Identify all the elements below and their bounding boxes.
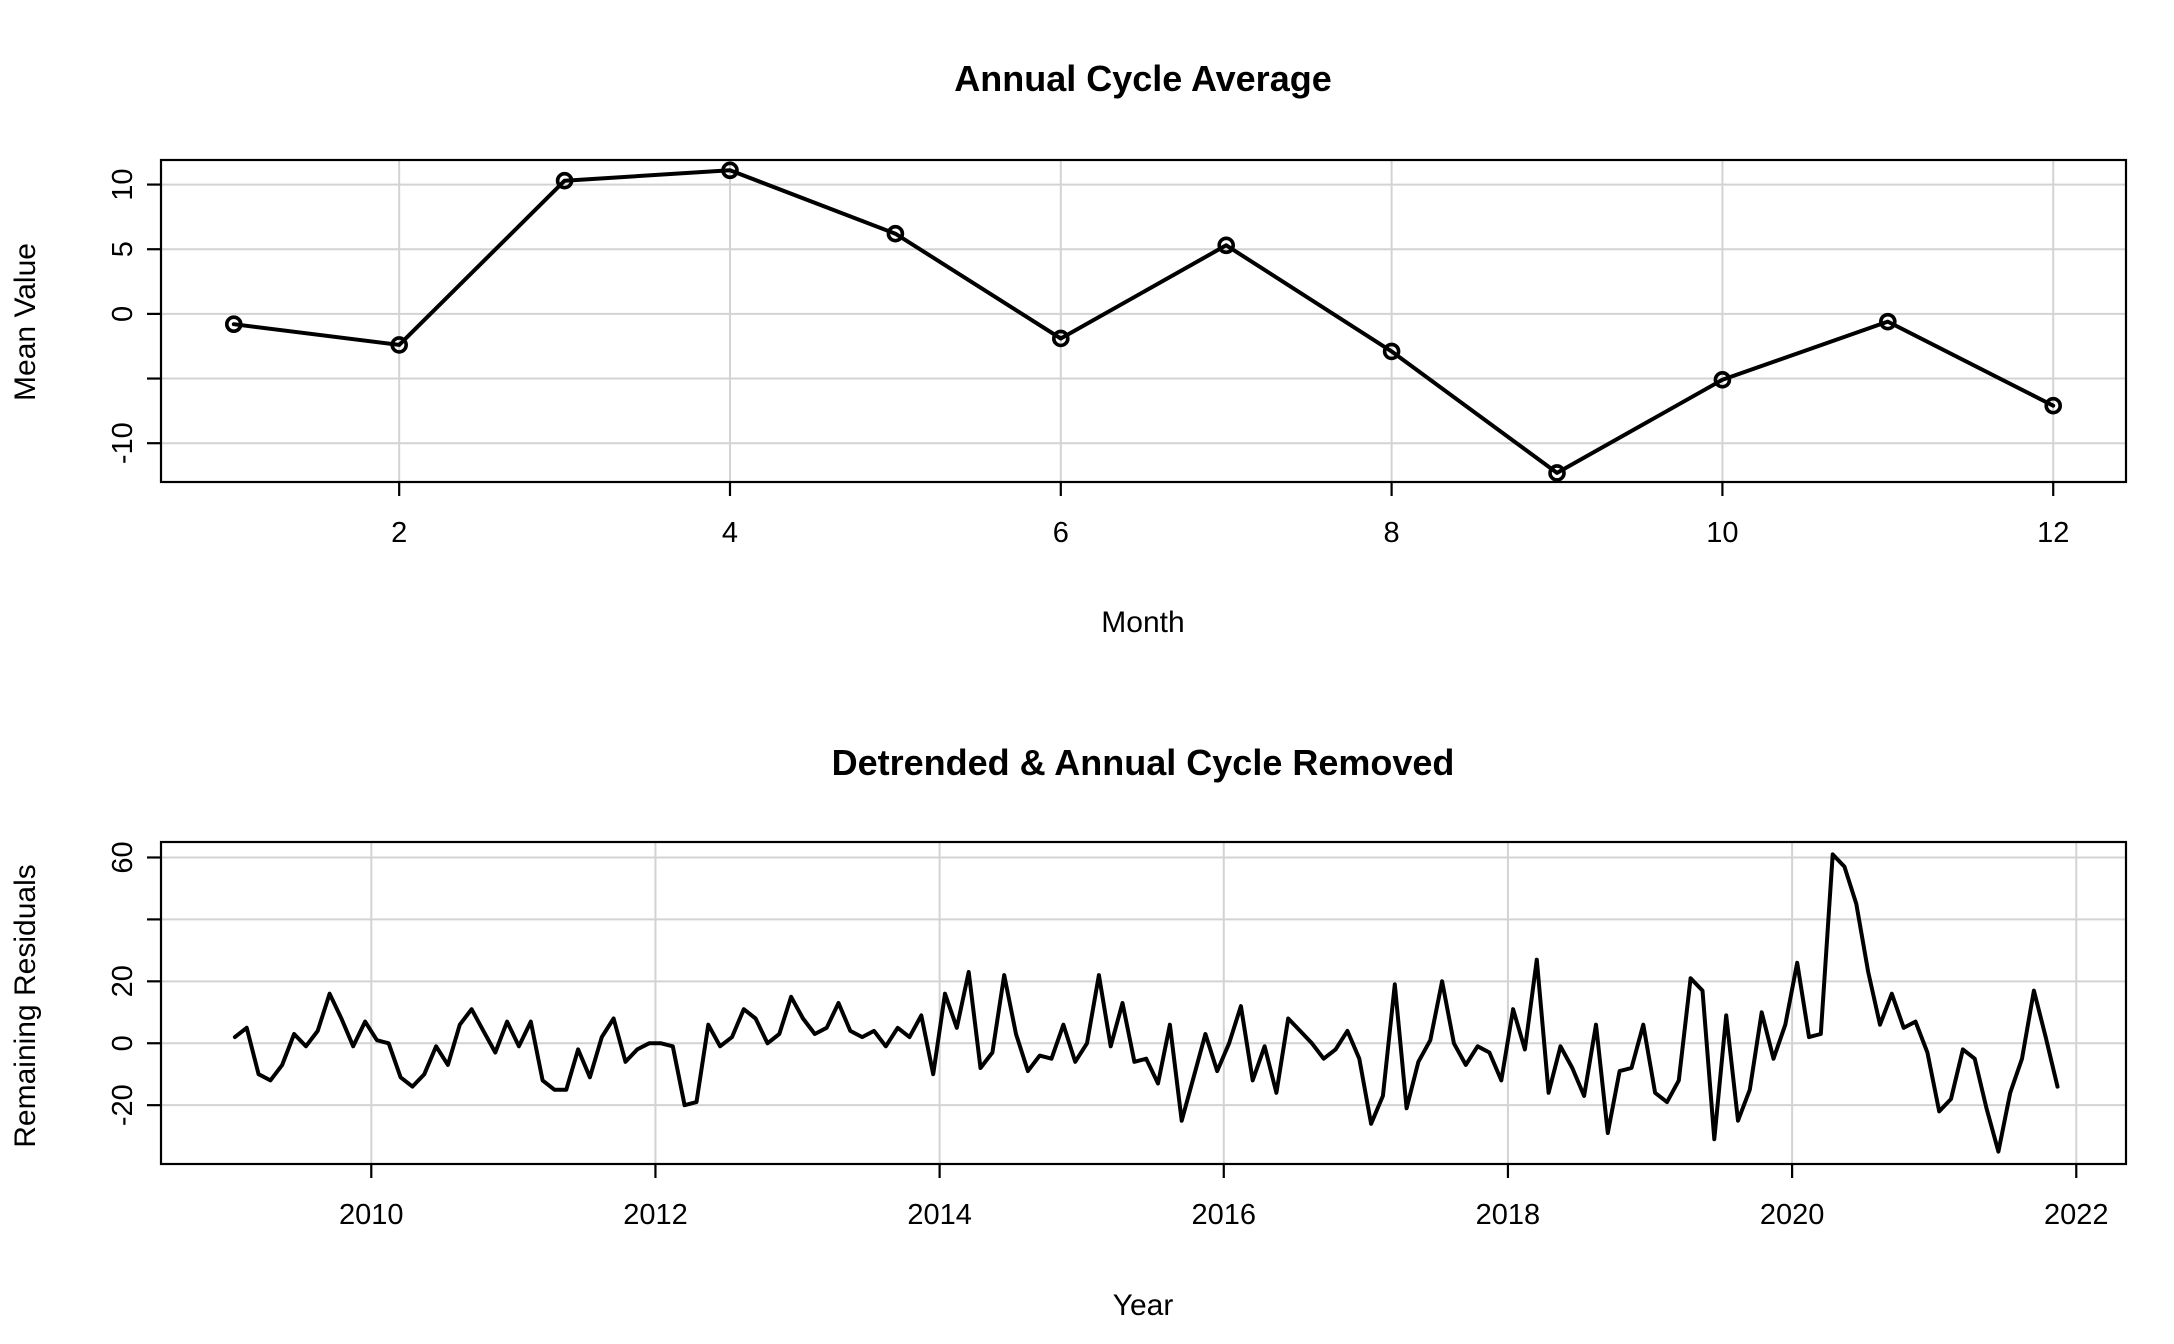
data-point: [390, 336, 408, 354]
x-tick-label: 6: [1053, 517, 1069, 549]
plot-frame: [159, 840, 2128, 1166]
data-point: [555, 171, 574, 190]
x-axis-label: Year: [1113, 1289, 1174, 1322]
x-tick-label: 2018: [1476, 1199, 1541, 1231]
y-tick-label: 0: [107, 306, 139, 322]
x-tick-label: 2012: [623, 1199, 688, 1231]
y-tick-label: -20: [107, 1084, 139, 1126]
x-tick-label: 2016: [1192, 1199, 1257, 1231]
x-tick-label: 2020: [1760, 1199, 1825, 1231]
x-tick-label: 2: [391, 517, 407, 549]
series-line: [231, 168, 2056, 475]
chart-title: Annual Cycle Average: [954, 58, 1331, 99]
y-tick-label: 60: [107, 841, 139, 873]
x-tick-label: 2014: [907, 1199, 972, 1231]
plot-frame: [159, 158, 2128, 484]
y-tick-label: 0: [107, 1035, 139, 1051]
y-tick-label: 20: [107, 965, 139, 997]
y-tick-label: -10: [107, 422, 139, 464]
y-axis-label: Mean Value: [9, 243, 42, 401]
chart-title: Detrended & Annual Cycle Removed: [832, 742, 1455, 783]
x-tick-label: 2010: [339, 1199, 404, 1231]
data-point: [721, 161, 739, 180]
x-tick-label: 2022: [2044, 1199, 2109, 1231]
x-tick-label: 8: [1384, 517, 1400, 549]
data-point: [1713, 371, 1732, 389]
residuals-panel: Detrended & Annual Cycle Removed Year Re…: [9, 742, 2128, 1322]
data-point: [886, 224, 905, 243]
x-tick-label: 12: [2037, 517, 2069, 549]
annual-cycle-panel: Annual Cycle Average Month Mean Value 2 4…: [9, 58, 2128, 639]
data-point: [1217, 236, 1236, 255]
data-point: [1548, 464, 1566, 482]
y-axis-label: Remaining Residuals: [9, 864, 42, 1147]
x-axis-label: Month: [1101, 606, 1184, 639]
y-tick-label: 10: [107, 168, 139, 200]
x-tick-label: 4: [722, 517, 738, 549]
x-tick-label: 10: [1706, 517, 1738, 549]
data-point: [2044, 396, 2063, 415]
series-line: [232, 852, 2060, 1154]
data-point: [1879, 312, 1897, 331]
data-point: [224, 315, 243, 334]
y-tick-label: 5: [107, 241, 139, 257]
data-point: [1382, 342, 1401, 361]
data-point: [1051, 329, 1070, 348]
